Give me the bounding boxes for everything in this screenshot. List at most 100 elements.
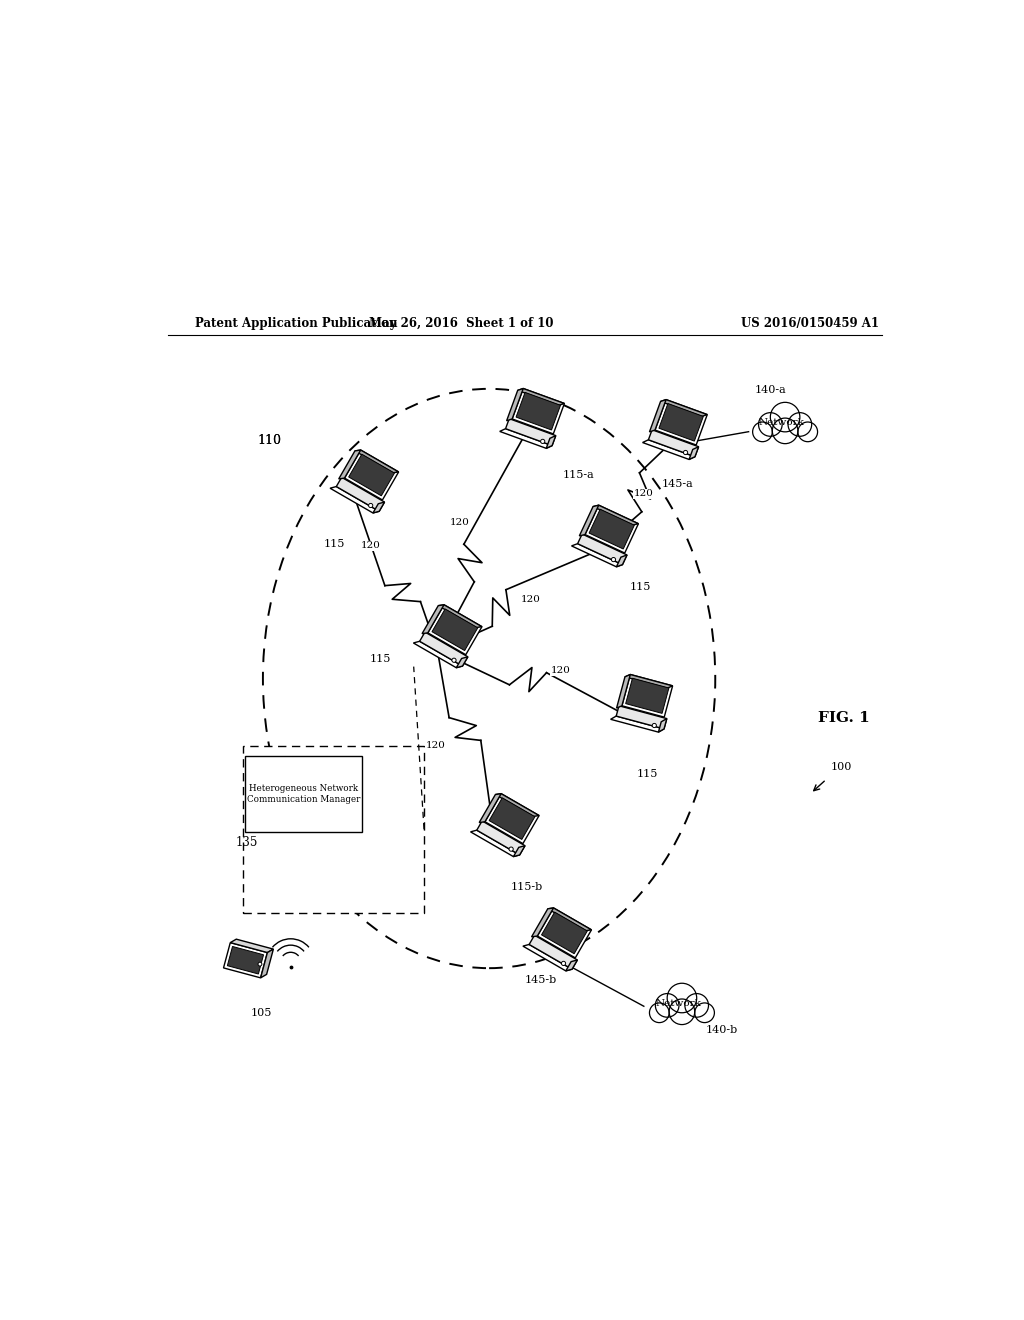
Polygon shape	[507, 388, 523, 421]
Polygon shape	[261, 949, 273, 978]
Polygon shape	[566, 960, 578, 972]
Polygon shape	[660, 400, 708, 416]
Circle shape	[649, 1003, 669, 1023]
Polygon shape	[428, 605, 482, 655]
Polygon shape	[414, 642, 463, 668]
FancyBboxPatch shape	[245, 756, 362, 832]
Polygon shape	[513, 846, 525, 857]
Polygon shape	[616, 706, 667, 729]
Polygon shape	[489, 797, 535, 840]
Circle shape	[669, 999, 694, 1024]
Polygon shape	[518, 388, 564, 405]
Circle shape	[770, 403, 800, 432]
Text: 115-b: 115-b	[510, 882, 543, 892]
Polygon shape	[585, 506, 638, 553]
Polygon shape	[438, 605, 482, 627]
Polygon shape	[506, 418, 556, 446]
Text: Network: Network	[655, 999, 700, 1008]
Polygon shape	[593, 506, 638, 525]
Polygon shape	[348, 454, 394, 496]
Text: 115-a: 115-a	[563, 470, 595, 479]
Circle shape	[788, 413, 812, 437]
Bar	[243, 746, 424, 912]
Polygon shape	[355, 450, 398, 473]
Bar	[751, 429, 819, 444]
Polygon shape	[580, 506, 599, 536]
Circle shape	[561, 961, 565, 965]
Text: 120: 120	[360, 541, 381, 550]
Polygon shape	[457, 657, 468, 668]
Polygon shape	[500, 429, 552, 449]
Polygon shape	[625, 675, 673, 688]
Polygon shape	[622, 675, 673, 717]
Polygon shape	[531, 908, 554, 937]
Text: 100: 100	[830, 763, 852, 772]
Polygon shape	[655, 400, 708, 445]
Bar	[647, 1010, 717, 1026]
Polygon shape	[516, 392, 560, 430]
Text: Patent Application Publication: Patent Application Publication	[196, 317, 398, 330]
Polygon shape	[420, 632, 468, 667]
Circle shape	[541, 440, 545, 444]
Text: 115: 115	[637, 768, 658, 779]
Circle shape	[759, 413, 782, 437]
Circle shape	[652, 723, 656, 727]
Polygon shape	[546, 436, 556, 449]
Circle shape	[753, 422, 772, 442]
Polygon shape	[227, 946, 263, 974]
Text: 115: 115	[370, 653, 391, 664]
Circle shape	[452, 659, 456, 663]
Polygon shape	[649, 400, 666, 432]
Text: 140-b: 140-b	[706, 1026, 737, 1035]
Polygon shape	[538, 908, 592, 958]
Polygon shape	[432, 609, 478, 651]
Circle shape	[509, 847, 513, 851]
Circle shape	[683, 450, 688, 454]
Circle shape	[655, 994, 679, 1018]
Text: US 2016/0150459 A1: US 2016/0150459 A1	[741, 317, 880, 330]
Polygon shape	[512, 388, 564, 434]
Polygon shape	[578, 535, 627, 565]
Polygon shape	[230, 939, 273, 953]
Polygon shape	[548, 908, 592, 931]
Text: 120: 120	[521, 594, 541, 603]
Polygon shape	[344, 450, 398, 500]
Circle shape	[611, 557, 615, 562]
Polygon shape	[616, 675, 631, 708]
Polygon shape	[648, 430, 698, 457]
Polygon shape	[610, 715, 664, 733]
Polygon shape	[496, 793, 539, 817]
Circle shape	[685, 994, 709, 1018]
Text: Heterogeneous Network
Communication Manager: Heterogeneous Network Communication Mana…	[247, 784, 360, 804]
Polygon shape	[373, 502, 385, 513]
Polygon shape	[479, 793, 501, 822]
Text: FIG. 1: FIG. 1	[818, 711, 870, 725]
Polygon shape	[642, 440, 695, 459]
Text: 140-a: 140-a	[755, 385, 786, 396]
Polygon shape	[542, 912, 588, 954]
Text: 115: 115	[324, 539, 345, 549]
Polygon shape	[477, 821, 525, 855]
Text: 105: 105	[251, 1007, 272, 1018]
Text: 120: 120	[551, 667, 570, 675]
Text: 110: 110	[257, 434, 282, 447]
Text: 145-b: 145-b	[524, 975, 557, 985]
Polygon shape	[523, 944, 572, 972]
Polygon shape	[689, 446, 698, 459]
Circle shape	[772, 418, 798, 444]
Circle shape	[694, 1003, 715, 1023]
Polygon shape	[485, 793, 539, 843]
Text: 120: 120	[634, 490, 653, 498]
Circle shape	[798, 422, 817, 442]
Text: May 26, 2016  Sheet 1 of 10: May 26, 2016 Sheet 1 of 10	[369, 317, 554, 330]
Polygon shape	[571, 544, 623, 566]
Polygon shape	[422, 605, 444, 634]
Polygon shape	[616, 554, 627, 566]
Circle shape	[258, 962, 262, 966]
Polygon shape	[589, 510, 634, 549]
Polygon shape	[339, 450, 360, 479]
Polygon shape	[336, 478, 385, 511]
Circle shape	[369, 503, 373, 508]
Text: 135: 135	[236, 837, 258, 849]
Text: 110: 110	[257, 434, 282, 447]
